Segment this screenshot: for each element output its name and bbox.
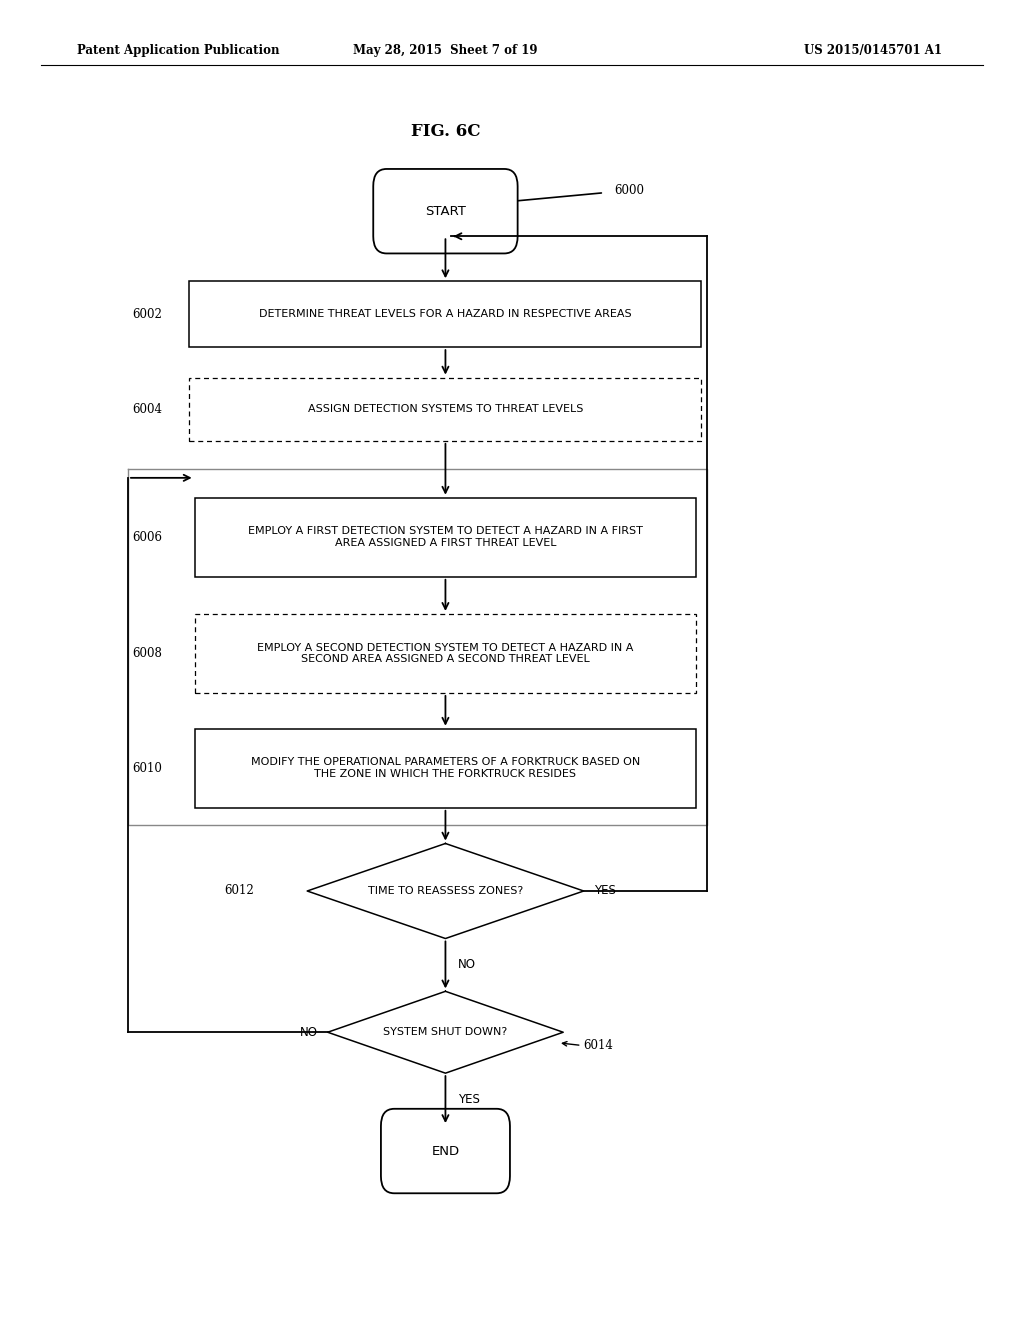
Text: EMPLOY A SECOND DETECTION SYSTEM TO DETECT A HAZARD IN A
SECOND AREA ASSIGNED A : EMPLOY A SECOND DETECTION SYSTEM TO DETE… [257, 643, 634, 664]
Text: 6008: 6008 [132, 647, 162, 660]
Text: YES: YES [458, 1093, 479, 1106]
Text: 6014: 6014 [584, 1039, 613, 1052]
Text: 6004: 6004 [132, 403, 162, 416]
Text: 6012: 6012 [224, 884, 254, 898]
Text: TIME TO REASSESS ZONES?: TIME TO REASSESS ZONES? [368, 886, 523, 896]
Text: MODIFY THE OPERATIONAL PARAMETERS OF A FORKTRUCK BASED ON
THE ZONE IN WHICH THE : MODIFY THE OPERATIONAL PARAMETERS OF A F… [251, 758, 640, 779]
Text: DETERMINE THREAT LEVELS FOR A HAZARD IN RESPECTIVE AREAS: DETERMINE THREAT LEVELS FOR A HAZARD IN … [259, 309, 632, 319]
Text: ASSIGN DETECTION SYSTEMS TO THREAT LEVELS: ASSIGN DETECTION SYSTEMS TO THREAT LEVEL… [308, 404, 583, 414]
Text: May 28, 2015  Sheet 7 of 19: May 28, 2015 Sheet 7 of 19 [353, 44, 538, 57]
Text: 6006: 6006 [132, 531, 162, 544]
Text: 6010: 6010 [132, 762, 162, 775]
Text: US 2015/0145701 A1: US 2015/0145701 A1 [804, 44, 942, 57]
FancyBboxPatch shape [189, 281, 701, 347]
FancyBboxPatch shape [373, 169, 518, 253]
Text: NO: NO [299, 1026, 317, 1039]
Polygon shape [328, 991, 563, 1073]
FancyBboxPatch shape [195, 614, 696, 693]
Text: NO: NO [458, 958, 476, 972]
FancyBboxPatch shape [381, 1109, 510, 1193]
FancyBboxPatch shape [195, 729, 696, 808]
Text: 6002: 6002 [132, 308, 162, 321]
Polygon shape [307, 843, 584, 939]
FancyBboxPatch shape [195, 498, 696, 577]
Text: END: END [431, 1144, 460, 1158]
Text: START: START [425, 205, 466, 218]
FancyBboxPatch shape [189, 378, 701, 441]
Text: SYSTEM SHUT DOWN?: SYSTEM SHUT DOWN? [383, 1027, 508, 1038]
Text: 6000: 6000 [614, 183, 644, 197]
Text: FIG. 6C: FIG. 6C [411, 124, 480, 140]
Text: YES: YES [594, 884, 615, 898]
Text: Patent Application Publication: Patent Application Publication [77, 44, 280, 57]
Text: EMPLOY A FIRST DETECTION SYSTEM TO DETECT A HAZARD IN A FIRST
AREA ASSIGNED A FI: EMPLOY A FIRST DETECTION SYSTEM TO DETEC… [248, 527, 643, 548]
